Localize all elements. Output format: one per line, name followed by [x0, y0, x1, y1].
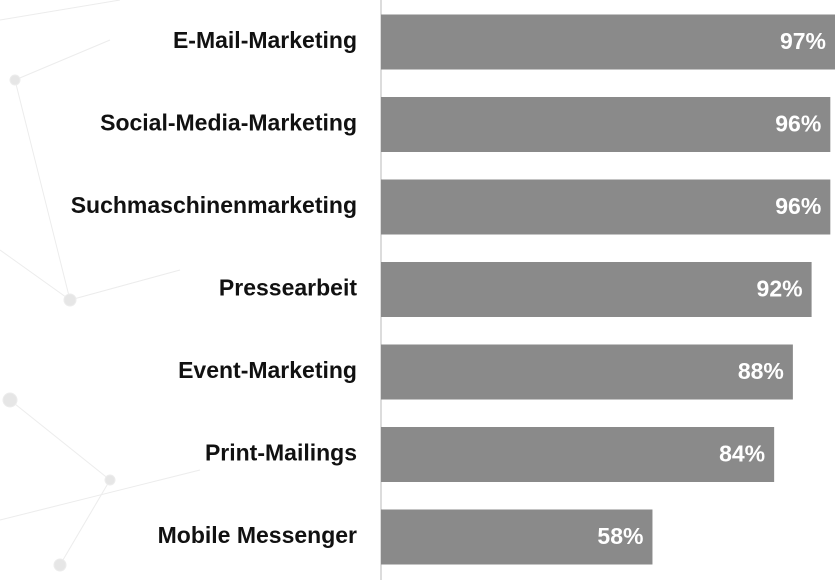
- bar: [381, 262, 812, 317]
- value-label: 97%: [780, 28, 826, 54]
- bar: [381, 427, 775, 482]
- bar: [381, 179, 831, 235]
- value-label: 96%: [775, 111, 821, 137]
- category-label: Pressearbeit: [219, 275, 357, 301]
- category-label: Mobile Messenger: [158, 522, 357, 548]
- category-label: Suchmaschinenmarketing: [71, 192, 357, 218]
- background-network: [0, 0, 201, 572]
- category-label: E-Mail-Marketing: [173, 27, 357, 53]
- bar: [381, 509, 653, 565]
- category-label: Social-Media-Marketing: [100, 110, 357, 136]
- bar: [381, 97, 831, 152]
- value-label: 84%: [719, 441, 765, 467]
- bar: [381, 14, 835, 70]
- value-label: 92%: [757, 276, 803, 302]
- value-label: 96%: [775, 193, 821, 219]
- value-label: 58%: [597, 523, 643, 549]
- category-label: Print-Mailings: [205, 440, 357, 466]
- bar: [381, 344, 793, 400]
- value-label: 88%: [738, 358, 784, 384]
- category-label: Event-Marketing: [178, 357, 357, 383]
